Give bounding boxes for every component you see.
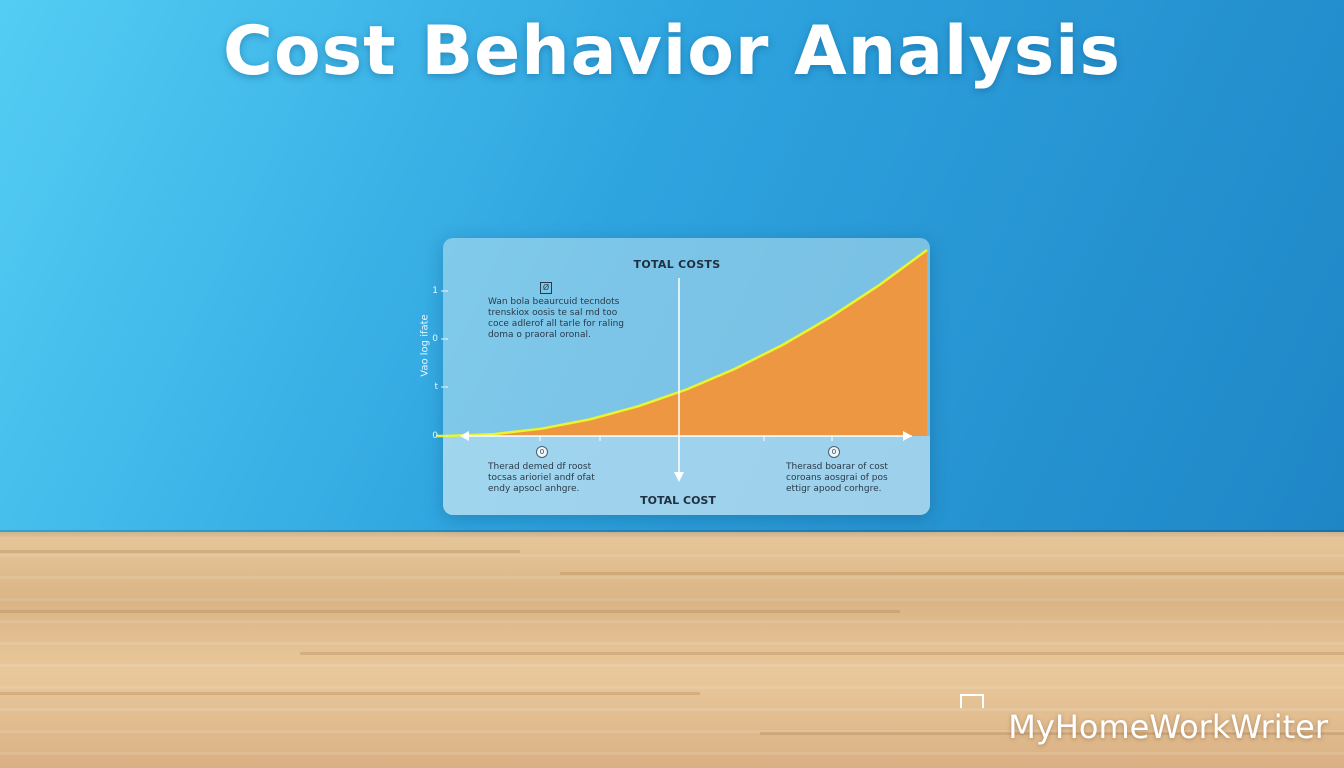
x-axis-arrow-right	[903, 431, 912, 441]
bottom-right-annotation: Therasd boarar of cost coroans aosgrai o…	[786, 462, 888, 494]
floor-plank	[0, 610, 900, 613]
note-icon: Ø	[540, 282, 552, 294]
y-tick-label: 0	[432, 431, 438, 441]
bottom-left-annotation: Therad demed df roost tocsas arioriel an…	[488, 462, 595, 494]
cost-area-fill	[446, 250, 927, 436]
wooden-floor	[0, 532, 1344, 768]
floor-plank	[760, 732, 1344, 735]
floor-plank	[560, 572, 1344, 575]
y-tick-label: 0	[432, 334, 438, 344]
cost-curve-line	[445, 248, 928, 438]
brand-name: MyHomeWorkWriter	[1008, 708, 1328, 746]
x-marker: 0	[828, 446, 840, 458]
floor-edge	[0, 530, 1344, 538]
x-axis-label: TOTAL COST	[640, 494, 716, 507]
floor-plank	[0, 692, 700, 695]
y-tick-label: 1	[432, 286, 438, 296]
chart-panel-lower	[443, 436, 930, 515]
floor-plank	[300, 652, 1344, 655]
brand-logo-icon	[960, 694, 984, 708]
floor-plank	[0, 550, 520, 553]
y-axis-label: Vao log ifate	[419, 314, 431, 377]
x-axis-arrow-left	[460, 431, 469, 441]
y-tick-label: t	[434, 382, 438, 392]
x-marker: 0	[536, 446, 548, 458]
vertical-divider-arrow	[674, 472, 684, 482]
top-left-annotation: Wan bola beaurcuid tecndots trenskiox oo…	[488, 297, 624, 340]
page-title: Cost Behavior Analysis	[223, 12, 1121, 91]
